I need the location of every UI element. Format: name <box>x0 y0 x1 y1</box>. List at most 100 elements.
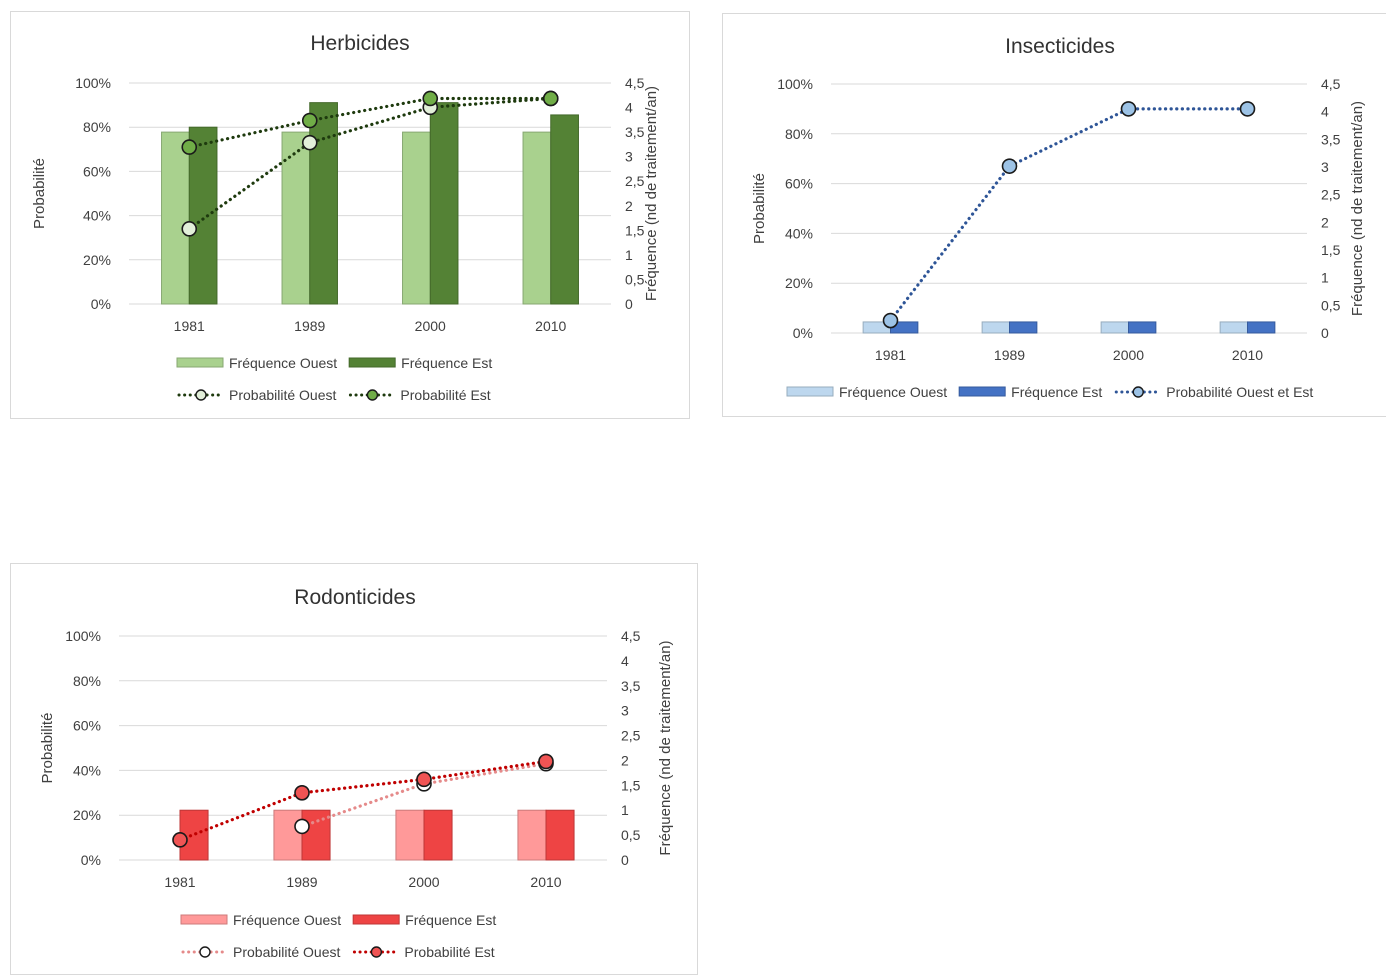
chart-insecticides: Insecticides 0% 20% 40% 60% 80% 100% 0 0,5 1 1,5 2… <box>722 13 1386 417</box>
legend-marker <box>195 389 207 401</box>
bar <box>1219 321 1249 334</box>
x-tick-label: 2010 <box>535 318 566 334</box>
data-point <box>294 785 310 801</box>
series-line <box>888 107 1250 323</box>
y-tick-label: 60% <box>83 163 111 179</box>
y2-axis-title: Fréquence (nd de traitement/an) <box>1349 101 1366 316</box>
x-tick-label: 2000 <box>1113 347 1144 363</box>
y2-tick-label: 4,5 <box>621 628 641 644</box>
series-line <box>187 96 553 149</box>
data-point <box>416 771 432 788</box>
data-point <box>538 753 554 770</box>
y-tick-label: 100% <box>777 76 813 92</box>
bar <box>550 114 579 305</box>
data-point <box>181 139 198 155</box>
data-point <box>1120 101 1137 117</box>
legend-label: Fréquence Ouest <box>839 384 947 400</box>
y2-tick-label: 4 <box>621 653 629 669</box>
y-tick-label: 0% <box>91 296 111 312</box>
chart-title: Insecticides <box>1005 35 1115 58</box>
bar <box>1128 321 1157 334</box>
data-point <box>1001 158 1018 174</box>
bar <box>309 102 338 305</box>
legend-swatch <box>958 386 1006 397</box>
legend-swatch <box>348 357 396 368</box>
bar <box>545 809 575 861</box>
data-point <box>882 312 899 329</box>
x-tick-label: 2000 <box>408 874 439 890</box>
data-point <box>542 90 559 107</box>
y2-tick-label: 4,5 <box>625 75 645 91</box>
y2-tick-label: 0,5 <box>621 827 641 843</box>
y-tick-label: 40% <box>83 208 111 224</box>
legend-label: Probabilité Ouest <box>229 387 337 403</box>
y-tick-label: 40% <box>73 762 101 778</box>
y-tick-label: 20% <box>83 252 111 268</box>
chart-herbicides: Herbicides 0% 20% 40% 60% 80% 100% 0 0,5 1 1,5 2 2,… <box>10 11 690 419</box>
bar <box>517 809 547 861</box>
x-tick-label: 1989 <box>294 318 325 334</box>
y2-tick-label: 0 <box>625 296 633 312</box>
legend-swatch <box>180 914 228 925</box>
legend-marker <box>1132 386 1144 398</box>
x-tick-label: 2010 <box>530 874 561 890</box>
data-point <box>172 832 188 848</box>
chart-insecticides-svg: Insecticides 0% 20% 40% 60% 80% 100% 0 0,5 1 1,5 2… <box>751 35 1366 400</box>
y2-tick-label: 1,5 <box>621 777 641 793</box>
chart-herbicides-svg: Herbicides 0% 20% 40% 60% 80% 100% 0 0,5 1 1,5 2 2,… <box>31 32 660 403</box>
y-tick-label: 0% <box>81 852 101 868</box>
bar <box>423 809 453 861</box>
legend-label: Fréquence Est <box>405 912 496 928</box>
bar <box>161 131 190 305</box>
y-tick-label: 60% <box>785 176 813 192</box>
y-tick-label: 100% <box>75 75 111 91</box>
bar <box>1247 321 1276 334</box>
y2-tick-label: 0,5 <box>1321 297 1341 313</box>
chart-title: Rodonticides <box>294 586 415 609</box>
legend-label: Probabilité Est <box>404 944 494 960</box>
bar <box>429 102 459 305</box>
series-line <box>187 96 553 231</box>
y-tick-label: 80% <box>785 126 813 142</box>
legend-label: Probabilité Est <box>400 387 490 403</box>
legend-label: Fréquence Est <box>401 355 492 371</box>
legend-label: Fréquence Ouest <box>229 355 337 371</box>
x-tick-label: 2000 <box>415 318 446 334</box>
legend-label: Fréquence Ouest <box>233 912 341 928</box>
y2-tick-label: 3,5 <box>1321 131 1341 147</box>
chart-rodonticides: Rodonticides 0% 20% 40% 60% 80% 100% 0 0,5 1 1,5 2… <box>10 563 698 975</box>
bar <box>281 131 311 305</box>
y-tick-label: 100% <box>65 628 101 644</box>
legend-swatch <box>176 357 224 368</box>
legend-swatch <box>786 386 834 397</box>
y-tick-label: 60% <box>73 718 101 734</box>
bar <box>522 131 552 305</box>
y-axis-title: Probabilité <box>751 173 768 244</box>
data-point <box>181 221 198 237</box>
legend-marker <box>370 946 383 958</box>
y2-tick-label: 0,5 <box>625 271 645 287</box>
data-point <box>301 134 318 151</box>
y2-tick-label: 3,5 <box>621 678 641 694</box>
y2-tick-label: 2 <box>625 198 633 214</box>
data-point <box>1239 101 1256 117</box>
y2-axis-title: Fréquence (nd de traitement/an) <box>643 86 660 301</box>
legend-marker <box>366 389 379 401</box>
y2-tick-label: 3 <box>621 703 629 719</box>
bar <box>301 809 331 861</box>
legend-label: Fréquence Est <box>1011 384 1102 400</box>
y2-tick-label: 0 <box>621 852 629 868</box>
y2-tick-label: 2,5 <box>625 173 645 189</box>
series-line <box>178 759 548 842</box>
bar <box>1009 321 1038 334</box>
y2-tick-label: 3 <box>1321 159 1329 175</box>
legend-label: Probabilité Ouest <box>233 944 341 960</box>
x-tick-label: 1981 <box>875 347 906 363</box>
x-tick-label: 1989 <box>286 874 317 890</box>
y-tick-label: 40% <box>785 225 813 241</box>
y2-tick-label: 3 <box>625 149 633 165</box>
bar <box>188 126 218 305</box>
y2-tick-label: 1 <box>625 247 633 263</box>
y2-tick-label: 2 <box>1321 214 1329 230</box>
legend-marker <box>199 946 211 958</box>
